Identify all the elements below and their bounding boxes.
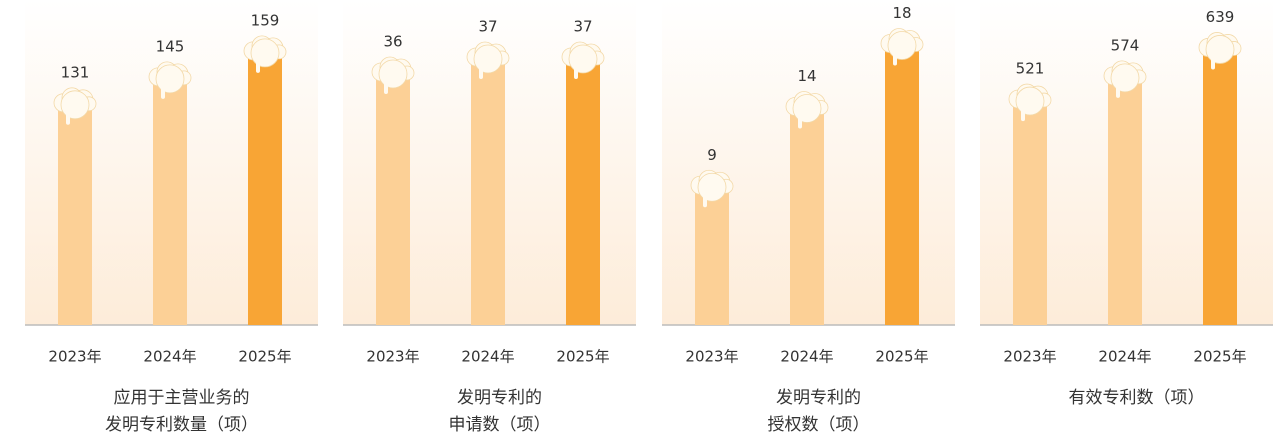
- bar: [885, 42, 919, 326]
- chart-title: 发明专利数量（项）: [105, 415, 258, 435]
- x-tick-label: 2023年: [366, 348, 419, 366]
- bar: [471, 55, 505, 325]
- bar: [1203, 45, 1237, 325]
- value-label: 639: [1206, 8, 1235, 26]
- foam-bubble: [156, 65, 184, 93]
- x-tick-label: 2025年: [556, 348, 609, 366]
- foam-bubble: [1111, 64, 1139, 92]
- value-label: 521: [1016, 60, 1045, 78]
- foam-bubble: [793, 95, 821, 123]
- foam-drip: [161, 79, 165, 99]
- bar: [376, 70, 410, 325]
- x-tick-label: 2024年: [780, 348, 833, 366]
- x-tick-label: 2024年: [461, 348, 514, 366]
- x-tick-label: 2025年: [1193, 348, 1246, 366]
- bar: [790, 105, 824, 326]
- foam-bubble: [569, 45, 597, 73]
- bar: [153, 75, 187, 325]
- foam-bubble: [379, 60, 407, 88]
- bar: [695, 183, 729, 325]
- chart-title: 有效专利数（项）: [1069, 388, 1205, 408]
- chart-title: 授权数（项）: [768, 415, 870, 435]
- foam-bubble: [1206, 35, 1234, 63]
- value-label: 9: [707, 146, 717, 164]
- chart-title: 应用于主营业务的: [114, 388, 250, 408]
- foam-bubble: [888, 32, 916, 60]
- foam-drip: [893, 46, 897, 66]
- x-tick-label: 2024年: [1098, 348, 1151, 366]
- chart-grid: 131 2023年 145 2024年 159 2025年应用于主营业务的发明专利数量（项…: [0, 0, 1277, 439]
- bar: [58, 101, 92, 325]
- foam-drip: [256, 53, 260, 73]
- foam-bubble: [474, 45, 502, 73]
- bar: [1108, 74, 1142, 325]
- foam-drip: [479, 59, 483, 79]
- value-label: 37: [573, 18, 592, 36]
- foam-bubble: [698, 173, 726, 201]
- value-label: 145: [156, 37, 185, 55]
- value-label: 36: [383, 33, 402, 51]
- value-label: 18: [892, 4, 911, 22]
- foam-bubble: [251, 39, 279, 67]
- value-label: 14: [797, 67, 816, 85]
- foam-drip: [1211, 49, 1215, 69]
- value-label: 37: [478, 18, 497, 36]
- bar: [566, 55, 600, 325]
- chart-title: 申请数（项）: [449, 415, 551, 435]
- x-tick-label: 2023年: [1003, 348, 1056, 366]
- bar: [248, 49, 282, 325]
- value-label: 131: [61, 63, 90, 81]
- foam-drip: [66, 105, 70, 125]
- foam-drip: [1021, 101, 1025, 121]
- foam-bubble: [61, 91, 89, 119]
- x-tick-label: 2024年: [143, 348, 196, 366]
- foam-drip: [384, 74, 388, 94]
- foam-drip: [574, 59, 578, 79]
- x-tick-label: 2023年: [48, 348, 101, 366]
- chart-title: 发明专利的: [776, 388, 861, 408]
- bar: [1013, 97, 1047, 325]
- foam-bubble: [1016, 87, 1044, 115]
- chart-title: 发明专利的: [457, 388, 542, 408]
- x-tick-label: 2023年: [685, 348, 738, 366]
- x-tick-label: 2025年: [238, 348, 291, 366]
- foam-drip: [798, 109, 802, 129]
- x-tick-label: 2025年: [875, 348, 928, 366]
- value-label: 574: [1111, 36, 1140, 54]
- value-label: 159: [251, 11, 280, 29]
- foam-drip: [703, 187, 707, 207]
- foam-drip: [1116, 78, 1120, 98]
